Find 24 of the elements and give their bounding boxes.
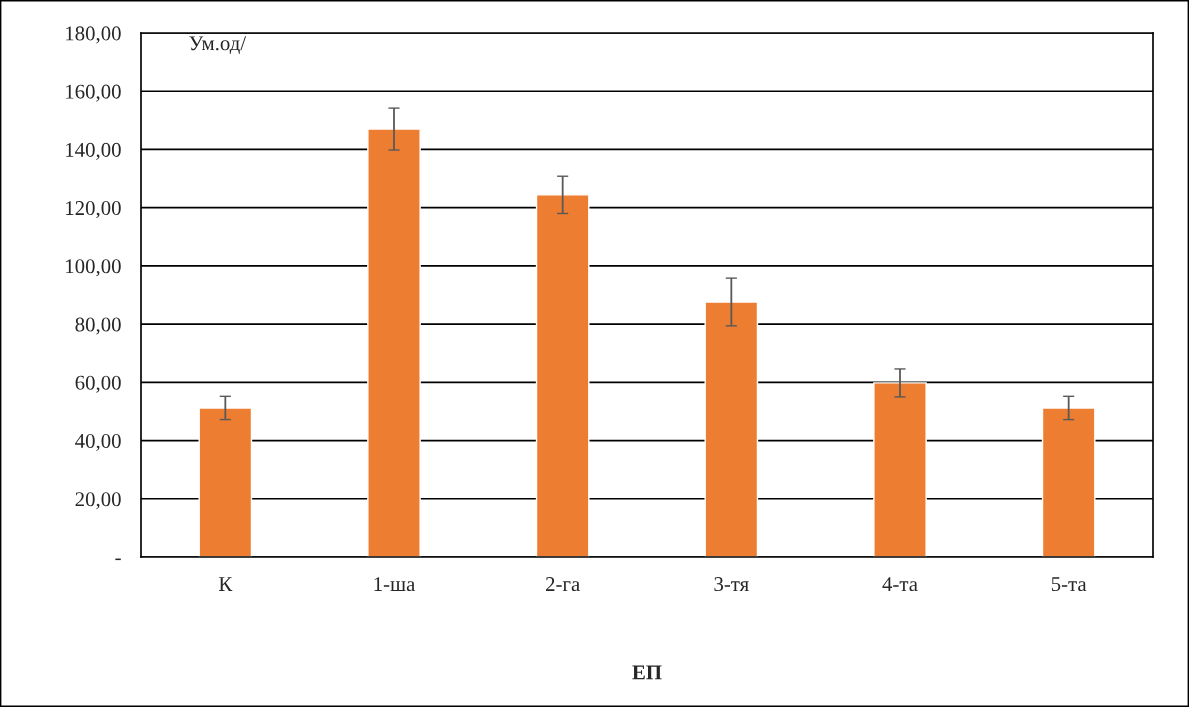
x-tick-label: 1-ша bbox=[374, 577, 416, 592]
x-tick-label: 3-тя bbox=[714, 577, 749, 592]
y-axis-title: Ум.од/ bbox=[189, 36, 247, 55]
bar bbox=[198, 407, 253, 557]
x-tick-label: 4-та bbox=[882, 577, 918, 592]
bar bbox=[1041, 407, 1096, 557]
y-tick-label: 140,00 bbox=[66, 142, 121, 160]
y-tick-label: 40,00 bbox=[75, 433, 121, 451]
x-tick-label: К bbox=[218, 577, 233, 591]
x-axis-title: ЕП bbox=[632, 665, 662, 680]
y-tick-label: - bbox=[115, 558, 121, 561]
x-tick-label: 5-та bbox=[1051, 577, 1087, 592]
bar bbox=[367, 128, 421, 557]
y-tick-label: 60,00 bbox=[75, 375, 121, 393]
y-tick-label: 120,00 bbox=[66, 201, 121, 219]
bar bbox=[535, 194, 590, 557]
bar bbox=[873, 382, 927, 557]
bar bbox=[704, 301, 759, 557]
y-tick-label: 180,00 bbox=[66, 26, 121, 44]
x-tick-label: 2-га bbox=[546, 577, 580, 592]
y-tick-label: 20,00 bbox=[75, 492, 121, 510]
y-tick-label: 160,00 bbox=[66, 84, 121, 102]
y-tick-label: 80,00 bbox=[75, 317, 121, 335]
y-tick-label: 100,00 bbox=[66, 259, 121, 277]
